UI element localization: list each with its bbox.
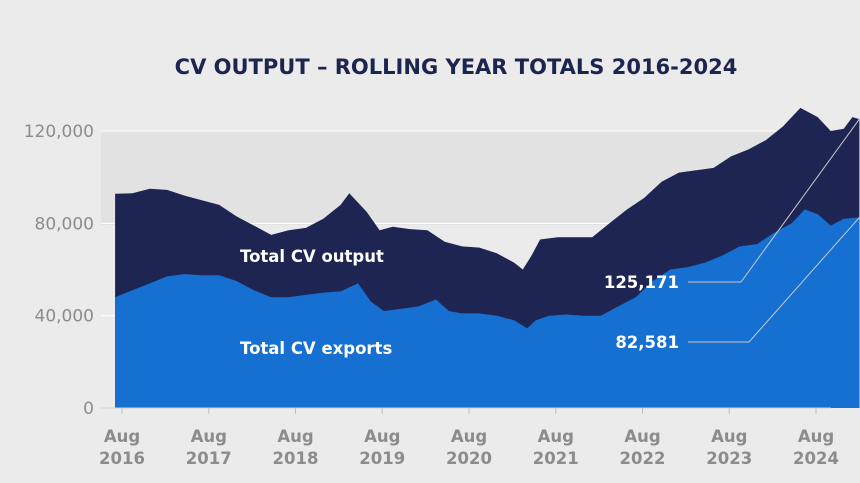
x-tick-month: Aug xyxy=(104,427,140,446)
x-tick-year: 2022 xyxy=(620,449,666,468)
x-tick-month: Aug xyxy=(277,427,313,446)
x-tick-year: 2024 xyxy=(793,449,839,468)
x-tick-month: Aug xyxy=(798,427,834,446)
x-tick-month: Aug xyxy=(364,427,400,446)
callout-annotations: 125,171 82,581 xyxy=(604,118,860,352)
y-tick-label: 0 xyxy=(83,399,94,419)
x-tick-month: Aug xyxy=(538,427,574,446)
x-tick-month: Aug xyxy=(711,427,747,446)
x-tick-year: 2016 xyxy=(99,449,145,468)
area-series xyxy=(115,107,860,409)
x-tick-year: 2023 xyxy=(706,449,752,468)
x-tick-month: Aug xyxy=(451,427,487,446)
x-tick-month: Aug xyxy=(624,427,660,446)
y-tick-label: 40,000 xyxy=(35,307,94,327)
annotation-value: 125,171 xyxy=(604,273,679,292)
series-label-output: Total CV output xyxy=(240,247,384,266)
x-tick-year: 2019 xyxy=(359,449,405,468)
x-axis-ticks: Aug 2016 Aug 2017 Aug 2018 Aug 2019 Aug 2020 Aug 20… xyxy=(99,407,839,468)
y-axis-ticks: 120,000 80,000 40,000 0 xyxy=(24,122,94,419)
annotation-leader-line xyxy=(688,217,860,343)
annotation-leader-line xyxy=(688,118,860,283)
x-tick-year: 2021 xyxy=(533,449,579,468)
y-tick-label: 80,000 xyxy=(35,214,94,234)
annotation-value: 82,581 xyxy=(615,333,679,352)
area-total-cv-exports xyxy=(115,209,860,408)
x-tick-month: Aug xyxy=(191,427,227,446)
x-tick-year: 2018 xyxy=(273,449,319,468)
x-tick-year: 2017 xyxy=(186,449,232,468)
chart-title: CV OUTPUT – ROLLING YEAR TOTALS 2016-202… xyxy=(175,55,738,79)
x-tick-year: 2020 xyxy=(446,449,492,468)
y-tick-label: 120,000 xyxy=(24,122,94,142)
series-label-exports: Total CV exports xyxy=(240,339,392,358)
